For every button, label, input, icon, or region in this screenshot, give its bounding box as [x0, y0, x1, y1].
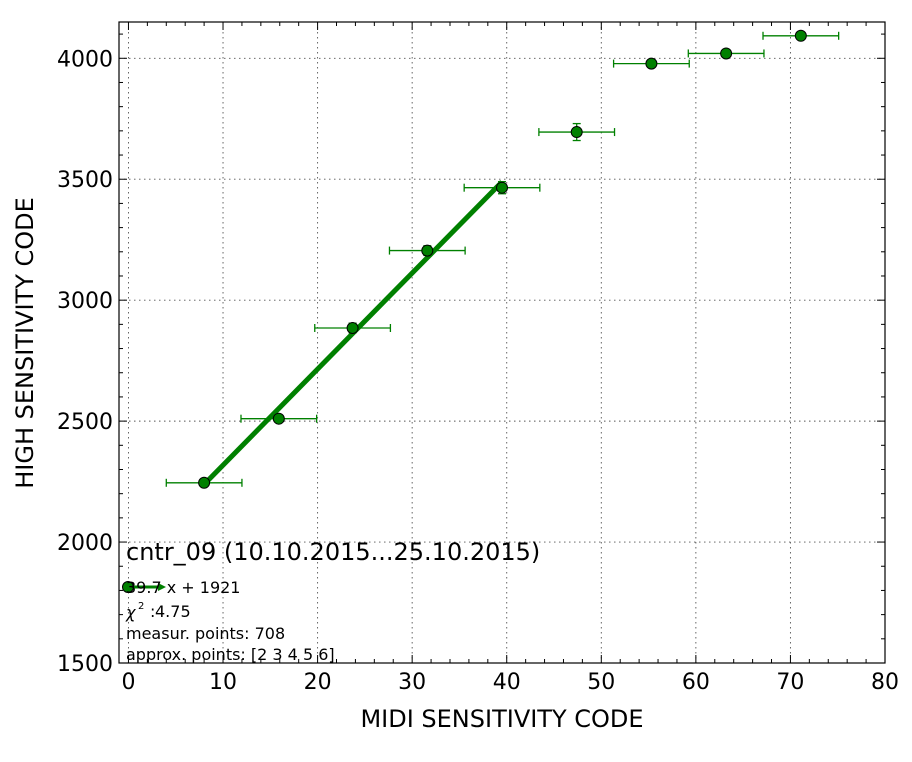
y-tick-label: 4000	[57, 47, 113, 72]
y-tick-label: 1500	[57, 652, 113, 677]
legend-measur-points: measur. points: 708	[126, 624, 285, 643]
x-tick-label: 60	[682, 670, 710, 695]
legend-arrow-icon	[158, 583, 166, 591]
data-point	[198, 476, 211, 489]
y-tick-label: 3000	[57, 289, 113, 314]
x-tick-label: 0	[121, 670, 135, 695]
data-points	[198, 29, 807, 489]
plot-frame	[118, 21, 886, 664]
error-bars	[165, 31, 840, 487]
x-tick-label: 20	[304, 670, 332, 695]
x-tick-label: 10	[209, 670, 237, 695]
data-point	[794, 29, 807, 42]
axis-ticks	[119, 22, 886, 664]
legend-chi-colon: :	[150, 602, 155, 621]
legend-marker-swatch	[122, 581, 134, 593]
x-tick-label: 40	[493, 670, 521, 695]
data-point	[570, 126, 583, 139]
data-point	[496, 181, 508, 194]
x-tick-label: 50	[587, 670, 615, 695]
legend-chi-value: 4.75	[155, 602, 191, 621]
x-tick-label: 30	[398, 670, 426, 695]
data-point	[645, 57, 658, 70]
data-point	[272, 412, 285, 425]
y-tick-label: 2500	[57, 410, 113, 435]
y-axis-label: HIGH SENSITIVITY CODE	[11, 197, 39, 489]
x-tick-label: 80	[871, 670, 899, 695]
y-tick-label: 3500	[57, 168, 113, 193]
data-point	[346, 321, 359, 334]
legend: 39.7 x + 1921 χ 2 : 4.75 measur. points:…	[122, 578, 335, 664]
legend-chi-symbol: χ	[125, 603, 136, 622]
data-point	[421, 244, 434, 257]
grid-lines	[119, 22, 886, 664]
legend-approx-points: approx. points: [2 3 4 5 6]	[126, 645, 335, 664]
legend-chi-exponent: 2	[138, 601, 144, 612]
x-tick-label: 70	[776, 670, 804, 695]
legend-fit-label: 39.7 x + 1921	[126, 578, 240, 597]
chart-title: cntr_09 (10.10.2015...25.10.2015)	[126, 538, 540, 566]
x-axis-label: MIDI SENSITIVITY CODE	[360, 705, 643, 733]
tick-labels: 0 10 20 30 40 50 60 70 80 1500 2000 2500 3000 3500 400…	[57, 47, 899, 695]
y-tick-label: 2000	[57, 531, 113, 556]
data-point	[720, 47, 733, 60]
